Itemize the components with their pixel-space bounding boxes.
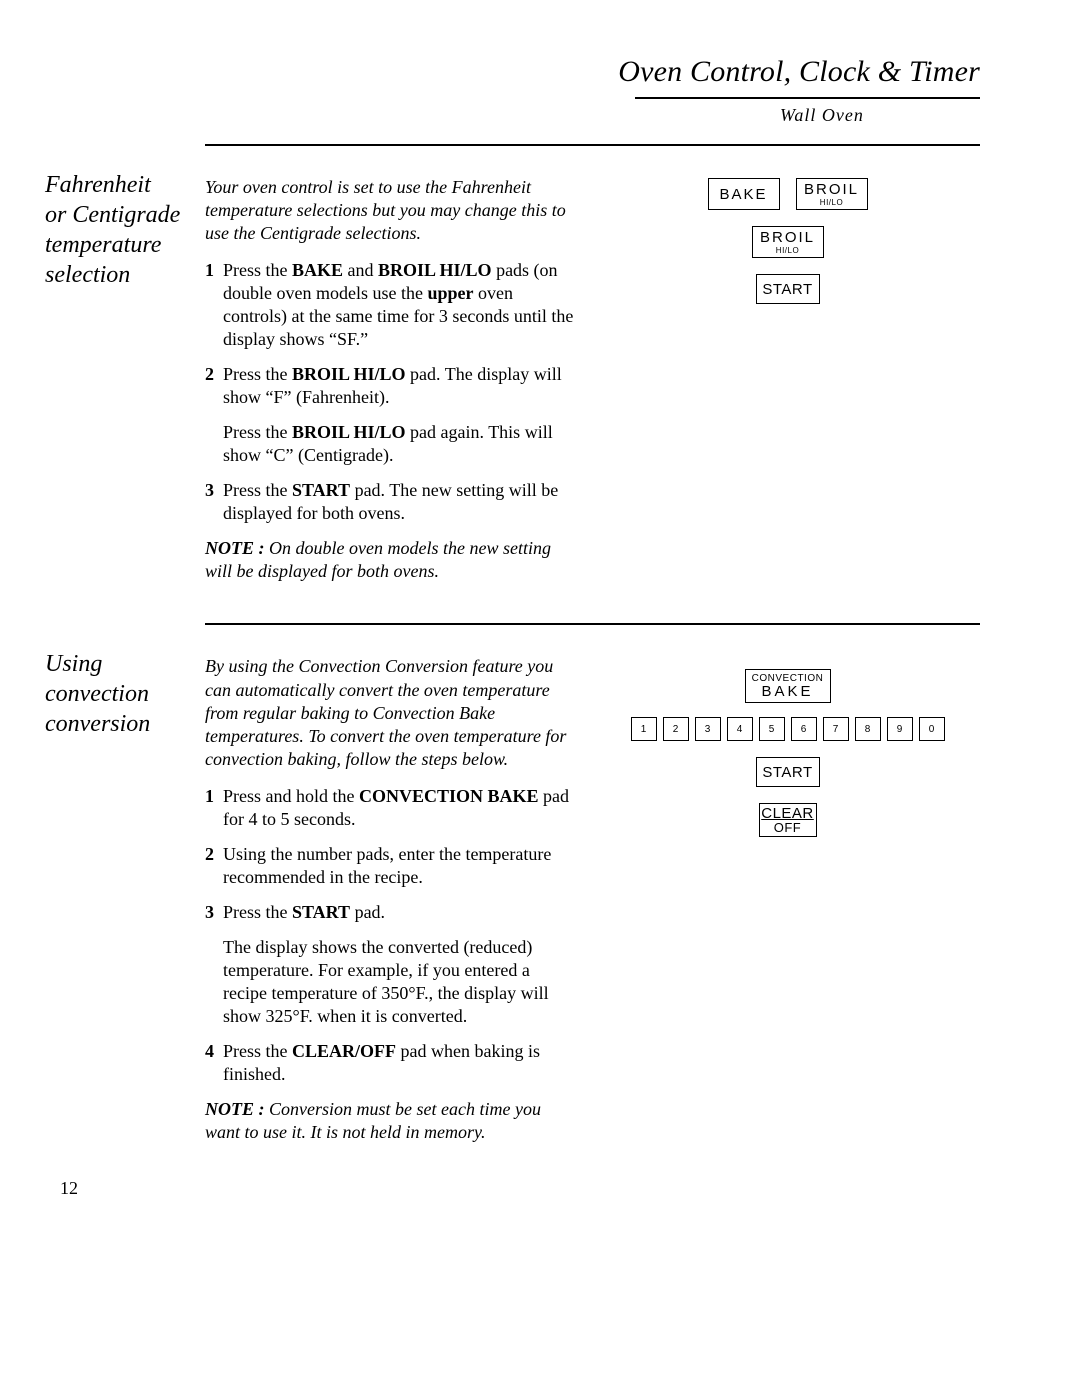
t: and [343,260,378,280]
pad-label: BROIL [760,230,815,245]
t: Press the [223,1041,292,1061]
t: START [292,902,350,922]
step-1: 1 Press the BAKE and BROIL HI/LO pads (o… [205,259,575,351]
section-title-fahrenheit: Fahrenheit or Centigrade temperature sel… [45,170,190,290]
t: BROIL HI/LO [292,364,406,384]
t: START [292,480,350,500]
title-line: Using [45,651,102,677]
pad-label: START [762,765,812,780]
section1-diagram: BAKE BROIL HI/LO BROIL HI/LO START [575,176,980,583]
header-title: Oven Control, Clock & Timer [205,55,980,89]
section2-intro: By using the Convection Conversion featu… [205,655,575,770]
t: BAKE [292,260,343,280]
section1-body: Your oven control is set to use the Fahr… [205,176,575,583]
header-rule [635,97,980,99]
section1-intro: Your oven control is set to use the Fahr… [205,176,575,245]
t: CLEAR/OFF [292,1041,396,1061]
step-text: Using the number pads, enter the tempera… [223,843,575,889]
step-number: 3 [205,901,223,924]
step-1: 1 Press and hold the CONVECTION BAKE pad… [205,785,575,831]
t: Press the [223,260,292,280]
step-2: 2 Press the BROIL HI/LO pad. The display… [205,363,575,409]
pad-clear-off: CLEAR OFF [759,803,817,837]
section-title-convection: Using convection conversion [45,649,190,739]
title-line: conversion [45,711,150,737]
step-number: 2 [205,843,223,889]
title-line: temperature [45,232,161,258]
step-number: 1 [205,785,223,831]
pad-num-2: 2 [663,717,689,741]
t: Press the [223,480,292,500]
pad-broil-hilo: BROIL HI/LO [796,178,868,210]
note-label: NOTE : [205,1099,265,1119]
step-number: 4 [205,1040,223,1086]
step-text: Press the START pad. [223,901,575,924]
section-fahrenheit: Fahrenheit or Centigrade temperature sel… [205,144,980,583]
step-number: 2 [205,363,223,409]
t: pad. [350,902,385,922]
section2-body: By using the Convection Conversion featu… [205,655,575,1144]
t: BROIL HI/LO [292,422,406,442]
step-3-para: The display shows the converted (reduced… [223,936,575,1028]
t: upper [427,283,473,303]
pad-sublabel: HI/LO [820,199,843,207]
t: Press the [223,422,292,442]
pad-num-8: 8 [855,717,881,741]
step-text: Press the BAKE and BROIL HI/LO pads (on … [223,259,575,351]
pad-num-7: 7 [823,717,849,741]
step-text: Press and hold the CONVECTION BAKE pad f… [223,785,575,831]
pad-label: START [762,282,812,297]
step-4: 4 Press the CLEAR/OFF pad when baking is… [205,1040,575,1086]
pad-convection-bake: CONVECTION BAKE [745,669,831,703]
step-text: Press the CLEAR/OFF pad when baking is f… [223,1040,575,1086]
step-3: 3 Press the START pad. The new setting w… [205,479,575,525]
step-3: 3 Press the START pad. [205,901,575,924]
pad-label-bottom: OFF [774,821,802,834]
pad-num-5: 5 [759,717,785,741]
page-number: 12 [60,1178,78,1199]
pad-label-top: CLEAR [761,806,814,821]
section-convection: Using convection conversion By using the… [205,623,980,1144]
section2-diagram: CONVECTION BAKE 1 2 3 4 5 6 7 8 9 0 STAR… [575,655,980,1144]
pad-label: BAKE [719,187,767,202]
page-header: Oven Control, Clock & Timer Wall Oven [205,55,980,126]
pad-num-3: 3 [695,717,721,741]
title-line: selection [45,262,130,288]
title-line: or Centigrade [45,202,180,228]
step-number: 1 [205,259,223,351]
pad-num-6: 6 [791,717,817,741]
title-line: convection [45,681,149,707]
pad-broil-hilo-2: BROIL HI/LO [752,226,824,258]
pad-start: START [756,274,820,304]
t: Press the [223,364,292,384]
step-2: 2 Using the number pads, enter the tempe… [205,843,575,889]
pad-num-4: 4 [727,717,753,741]
step-text: Press the START pad. The new setting wil… [223,479,575,525]
t: CONVECTION BAKE [359,786,539,806]
pad-sublabel: HI/LO [776,247,799,255]
pad-label-bottom: BAKE [761,684,813,699]
pad-num-1: 1 [631,717,657,741]
pad-num-9: 9 [887,717,913,741]
number-pad-row: 1 2 3 4 5 6 7 8 9 0 [631,717,945,741]
header-subtitle: Wall Oven [780,105,980,126]
t: Press the [223,902,292,922]
pad-start-2: START [756,757,820,787]
step-2b: Press the BROIL HI/LO pad again. This wi… [223,421,575,467]
t: Press and hold the [223,786,359,806]
section2-note: NOTE : Conversion must be set each time … [205,1098,575,1144]
pad-num-0: 0 [919,717,945,741]
step-text: Press the BROIL HI/LO pad. The display w… [223,363,575,409]
t: BROIL HI/LO [378,260,492,280]
step-number: 3 [205,479,223,525]
section1-note: NOTE : On double oven models the new set… [205,537,575,583]
title-line: Fahrenheit [45,172,151,198]
pad-label: BROIL [804,182,859,197]
pad-bake: BAKE [708,178,780,210]
note-label: NOTE : [205,538,265,558]
